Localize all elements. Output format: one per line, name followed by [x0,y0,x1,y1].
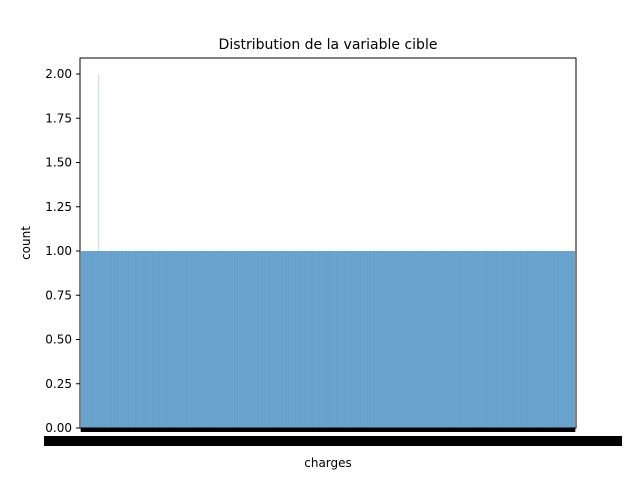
bars-group [81,74,575,428]
y-tick-label: 1.50 [45,156,72,170]
y-axis-ticks: 0.00 0.25 0.50 0.75 1.00 1.25 1.50 1.75 2.00 [45,67,80,435]
y-tick-label: 1.00 [45,244,72,258]
x-tick-label-band [44,436,622,446]
plot-frame [79,57,577,429]
y-tick-label: 2.00 [45,67,72,81]
x-axis-label: charges [304,456,352,470]
y-tick-label: 0.50 [45,333,72,347]
y-tick-label: 0.75 [45,288,72,302]
y-tick-label: 0.25 [45,377,72,391]
y-tick-label: 1.25 [45,200,72,214]
y-tick-label: 1.75 [45,111,72,125]
y-tick-label: 0.00 [45,421,72,435]
x-axis-ticks [44,428,622,446]
chart-title: Distribution de la variable cible [219,37,438,53]
y-axis-label: count [19,226,33,260]
